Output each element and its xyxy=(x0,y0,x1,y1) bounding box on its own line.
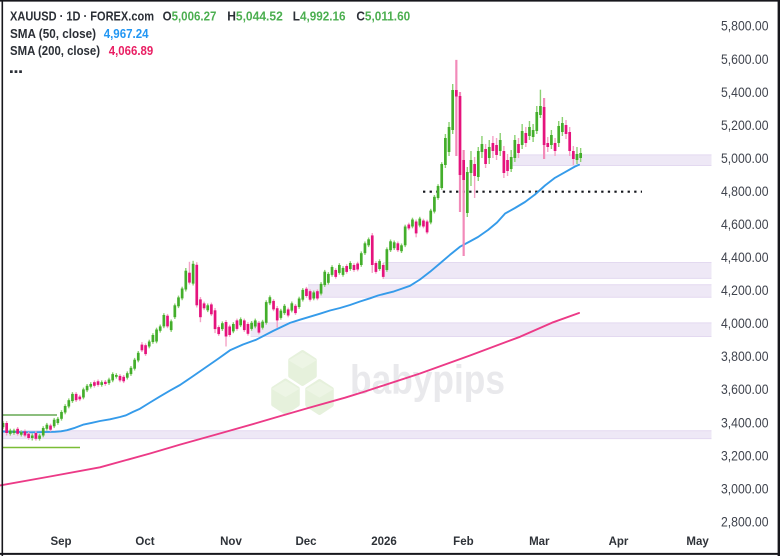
svg-text:4,800.00: 4,800.00 xyxy=(721,183,769,199)
svg-text:4,066.89: 4,066.89 xyxy=(109,44,153,58)
svg-text:SMA (200, close): SMA (200, close) xyxy=(10,44,100,58)
svg-text:3,200.00: 3,200.00 xyxy=(721,447,769,463)
svg-text:5,200.00: 5,200.00 xyxy=(721,117,769,133)
svg-text:5,400.00: 5,400.00 xyxy=(721,84,769,100)
svg-text:4,200.00: 4,200.00 xyxy=(721,282,769,298)
svg-text:4,400.00: 4,400.00 xyxy=(721,249,769,265)
svg-text:Nov: Nov xyxy=(220,536,242,548)
svg-text:SMA (50, close): SMA (50, close) xyxy=(10,27,96,41)
svg-text:3,800.00: 3,800.00 xyxy=(721,348,769,364)
svg-text:2026: 2026 xyxy=(371,536,397,548)
svg-text:3,400.00: 3,400.00 xyxy=(721,414,769,430)
svg-text:O5,006.27: O5,006.27 xyxy=(163,10,217,24)
svg-text:Sep: Sep xyxy=(50,536,71,548)
svg-text:babypips: babypips xyxy=(350,357,505,403)
svg-text:5,000.00: 5,000.00 xyxy=(721,150,769,166)
svg-text:C5,011.60: C5,011.60 xyxy=(356,10,410,24)
svg-text:4,000.00: 4,000.00 xyxy=(721,315,769,331)
svg-text:4,967.24: 4,967.24 xyxy=(104,27,149,41)
svg-text:Dec: Dec xyxy=(295,536,317,548)
svg-text:L4,992.16: L4,992.16 xyxy=(293,10,346,24)
svg-text:5,600.00: 5,600.00 xyxy=(721,51,769,67)
svg-text:Mar: Mar xyxy=(529,536,550,548)
svg-text:Oct: Oct xyxy=(135,536,154,548)
svg-text:XAUUSD · 1D · FOREX.com: XAUUSD · 1D · FOREX.com xyxy=(10,10,154,24)
svg-text:2,800.00: 2,800.00 xyxy=(721,513,769,529)
svg-text:Feb: Feb xyxy=(453,536,473,548)
svg-text:3,000.00: 3,000.00 xyxy=(721,480,769,496)
svg-text:H5,044.52: H5,044.52 xyxy=(227,10,283,24)
svg-text:May: May xyxy=(686,536,709,548)
svg-text:3,600.00: 3,600.00 xyxy=(721,381,769,397)
svg-text:Apr: Apr xyxy=(609,536,629,548)
svg-text:5,800.00: 5,800.00 xyxy=(721,18,769,34)
svg-text:4,600.00: 4,600.00 xyxy=(721,216,769,232)
